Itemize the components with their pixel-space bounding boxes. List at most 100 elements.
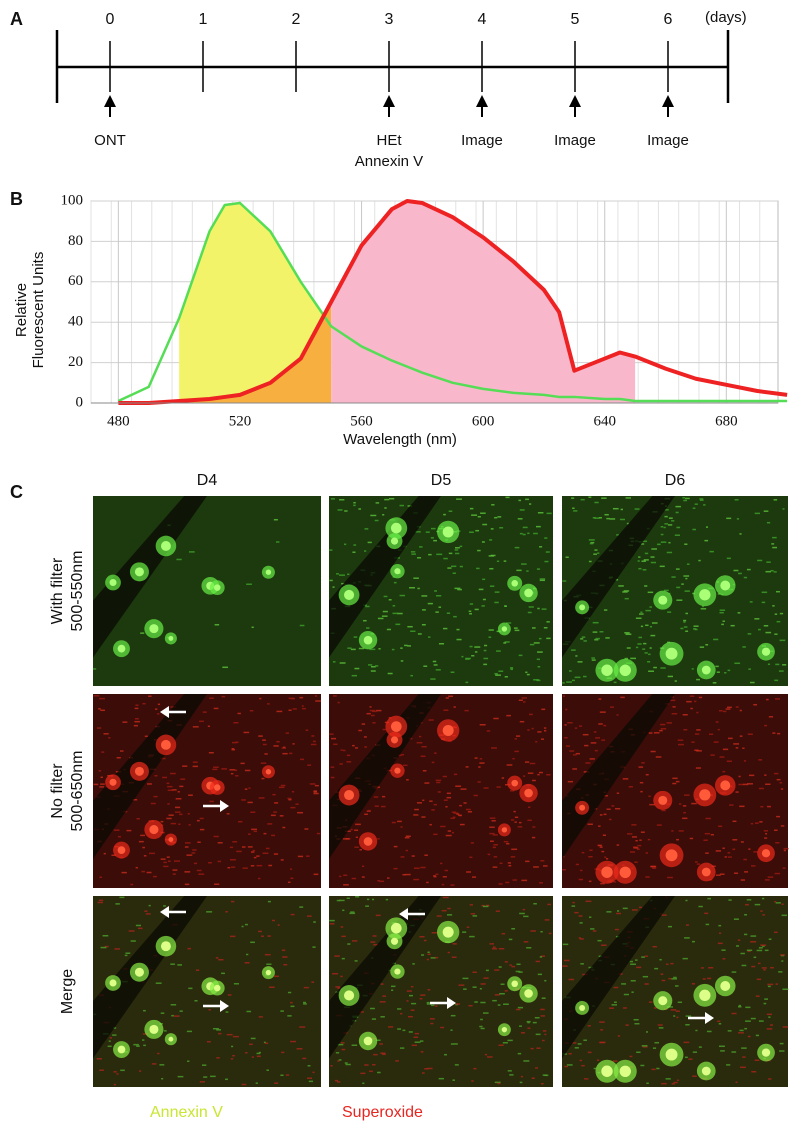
speckle	[404, 644, 408, 647]
speckle	[112, 1027, 117, 1029]
speckle	[622, 907, 628, 910]
speckle	[580, 869, 583, 872]
speckle	[273, 811, 277, 813]
speckle	[430, 537, 434, 539]
speckle	[636, 966, 642, 969]
speckle	[98, 899, 104, 902]
speckle	[434, 752, 437, 754]
speckle	[562, 965, 568, 967]
speckle	[330, 766, 335, 768]
speckle	[782, 508, 785, 510]
speckle	[244, 1051, 248, 1054]
speckle	[177, 1075, 184, 1078]
speckle	[613, 881, 617, 883]
speckle	[199, 817, 204, 820]
speckle	[479, 723, 486, 726]
cell-core	[658, 795, 668, 805]
speckle	[536, 568, 541, 570]
speckle	[661, 1082, 667, 1085]
speckle	[575, 863, 580, 866]
speckle	[377, 879, 380, 882]
speckle	[218, 958, 224, 961]
dark-stripe	[329, 694, 441, 859]
speckle	[405, 849, 408, 852]
speckle	[246, 583, 252, 585]
speckle	[534, 1016, 540, 1019]
speckle	[199, 1081, 205, 1083]
day-label: 4	[478, 11, 487, 28]
speckle	[526, 570, 529, 572]
speckle	[231, 741, 237, 744]
speckle	[483, 657, 489, 660]
speckle	[456, 628, 460, 631]
speckle	[775, 842, 780, 844]
speckle	[478, 766, 481, 768]
speckle	[682, 497, 685, 499]
filter-band	[179, 302, 332, 403]
speckle	[517, 518, 523, 520]
speckle	[209, 800, 214, 803]
speckle	[748, 668, 751, 670]
speckle	[517, 1052, 522, 1055]
speckle	[589, 758, 595, 760]
speckle	[654, 967, 659, 970]
speckle	[774, 613, 778, 615]
speckle	[275, 541, 280, 543]
speckle	[311, 981, 315, 983]
panel-label: C	[10, 482, 23, 502]
speckle	[510, 668, 513, 671]
speckle	[757, 559, 763, 562]
speckle	[350, 911, 355, 913]
speckle	[641, 560, 646, 562]
speckle	[489, 817, 496, 819]
speckle	[728, 899, 732, 901]
speckle	[216, 1029, 221, 1031]
speckle	[685, 612, 689, 615]
speckle	[625, 497, 631, 499]
y-tick-label: 100	[61, 192, 84, 208]
speckle	[498, 1044, 504, 1047]
speckle	[192, 761, 198, 763]
speckle	[755, 995, 760, 997]
speckle	[660, 728, 667, 730]
speckle	[421, 745, 427, 748]
speckle	[287, 881, 291, 884]
speckle	[756, 978, 762, 981]
speckle	[380, 1052, 386, 1054]
speckle	[747, 633, 752, 635]
cell-core	[658, 595, 668, 605]
speckle	[414, 808, 419, 811]
speckle	[417, 587, 420, 590]
cell-core	[160, 739, 171, 750]
speckle	[257, 930, 262, 933]
speckle	[671, 712, 678, 715]
speckle	[716, 671, 720, 673]
speckle	[454, 547, 460, 549]
speckle	[661, 914, 667, 916]
speckle	[764, 774, 767, 776]
speckle	[445, 834, 452, 837]
speckle	[479, 1025, 483, 1028]
speckle	[227, 866, 231, 869]
speckle	[524, 761, 530, 763]
speckle	[624, 597, 629, 600]
speckle	[347, 573, 350, 576]
speckle	[539, 579, 546, 582]
speckle	[644, 585, 648, 587]
speckle	[640, 611, 643, 613]
speckle	[779, 782, 783, 784]
speckle	[633, 1018, 639, 1021]
speckle	[572, 507, 575, 510]
speckle	[363, 619, 367, 622]
speckle	[523, 941, 529, 943]
speckle	[456, 813, 460, 815]
speckle	[290, 806, 296, 809]
speckle	[523, 915, 529, 918]
speckle	[683, 626, 688, 628]
speckle	[630, 980, 636, 982]
speckle	[597, 939, 602, 942]
speckle	[625, 633, 632, 636]
speckle	[448, 695, 453, 698]
speckle	[337, 701, 340, 704]
speckle	[332, 972, 339, 975]
